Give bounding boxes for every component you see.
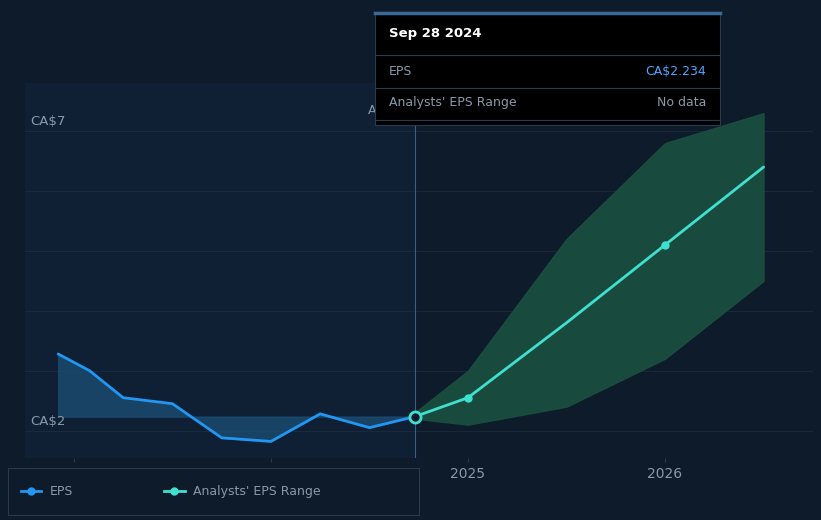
- Text: No data: No data: [657, 96, 706, 109]
- Text: Analysts' EPS Range: Analysts' EPS Range: [193, 485, 320, 498]
- Text: CA$7: CA$7: [30, 115, 66, 128]
- Bar: [25, 83, 415, 458]
- Text: Actual: Actual: [368, 104, 407, 117]
- Text: Sep 28 2024: Sep 28 2024: [389, 27, 481, 40]
- Text: EPS: EPS: [389, 64, 412, 77]
- Text: CA$2: CA$2: [30, 414, 66, 427]
- Text: CA$2.234: CA$2.234: [645, 64, 706, 77]
- Text: Analysts' EPS Range: Analysts' EPS Range: [389, 96, 516, 109]
- Text: EPS: EPS: [49, 485, 72, 498]
- Text: Analysts Forecasts: Analysts Forecasts: [423, 104, 539, 117]
